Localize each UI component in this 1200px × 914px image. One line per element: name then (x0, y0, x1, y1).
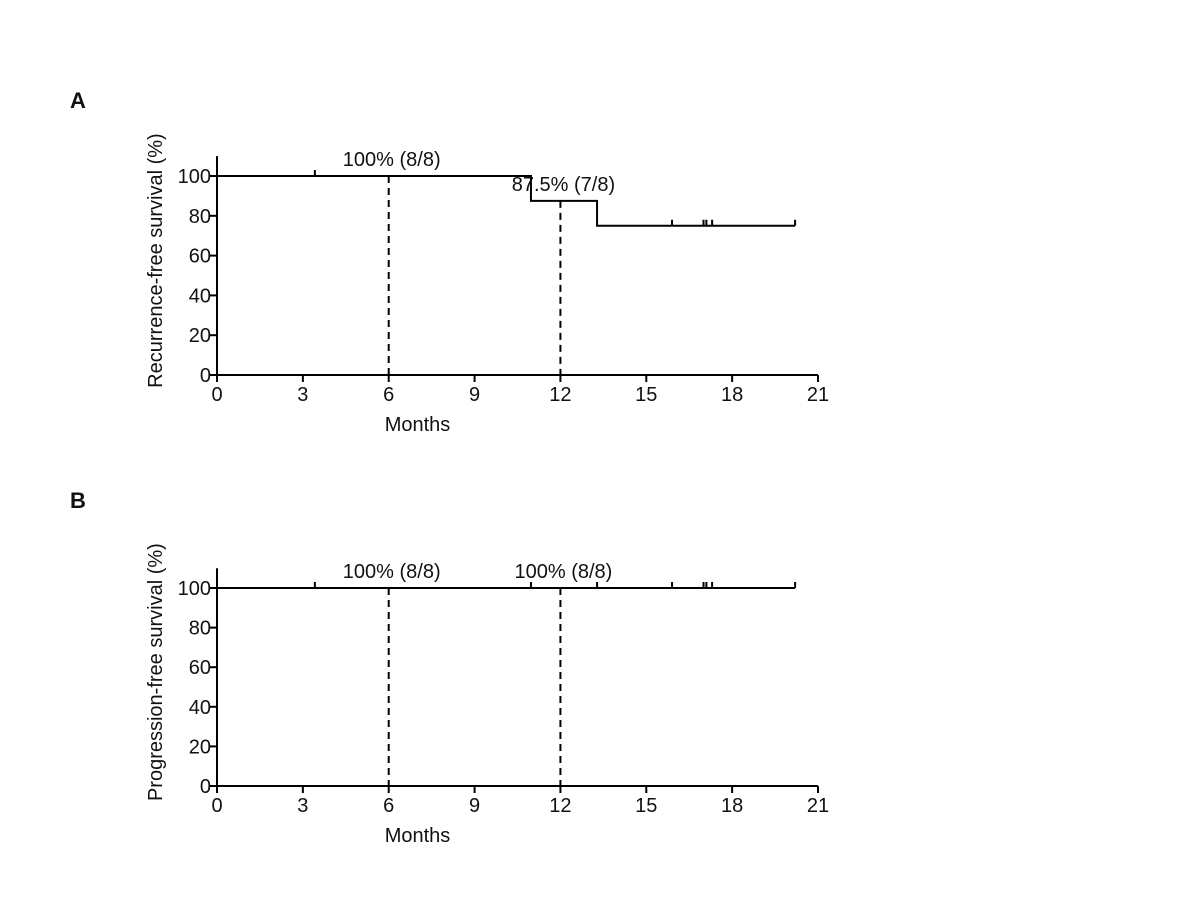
y-tick-label: 60 (189, 657, 211, 679)
x-tick-label: 12 (549, 384, 571, 406)
x-tick-label: 21 (807, 384, 829, 406)
panel-b: B 0 3 6 9 12 15 18 21 0 20 40 60 80 100 Months Progressi… (70, 488, 829, 847)
x-tick-label: 3 (297, 795, 308, 817)
y-axis-title: Progression-free survival (%) (145, 543, 167, 801)
y-tick-label: 80 (189, 206, 211, 228)
x-tick-label: 15 (635, 795, 657, 817)
y-tick-label: 20 (189, 736, 211, 758)
y-tick-label: 60 (189, 246, 211, 268)
x-tick-label: 9 (469, 384, 480, 406)
y-tick-label: 20 (189, 325, 211, 347)
reference-label: 100% (8/8) (343, 561, 441, 583)
x-tick-label: 9 (469, 795, 480, 817)
x-tick-label: 18 (721, 795, 743, 817)
y-axis-title: Recurrence-free survival (%) (145, 133, 167, 388)
y-tick-label: 40 (189, 285, 211, 307)
y-tick-label: 100 (178, 166, 211, 188)
y-tick-label: 0 (200, 776, 211, 798)
x-tick-label: 21 (807, 795, 829, 817)
x-tick-label: 0 (211, 384, 222, 406)
x-tick-label: 12 (549, 795, 571, 817)
reference-label: 100% (8/8) (343, 149, 441, 171)
x-tick-label: 15 (635, 384, 657, 406)
x-axis-title: Months (385, 825, 451, 847)
panel-a: A 0 3 6 9 12 15 18 21 0 20 40 60 80 100 Months Recurrenc… (70, 88, 829, 436)
reference-label: 100% (8/8) (515, 561, 613, 583)
y-tick-label: 80 (189, 618, 211, 640)
x-axis-title: Months (385, 414, 451, 436)
panel-label: A (70, 88, 86, 113)
x-tick-label: 6 (383, 795, 394, 817)
x-tick-label: 18 (721, 384, 743, 406)
x-tick-label: 3 (297, 384, 308, 406)
x-tick-label: 6 (383, 384, 394, 406)
survival-curve (217, 175, 796, 227)
y-tick-label: 0 (200, 365, 211, 387)
y-tick-label: 40 (189, 697, 211, 719)
reference-label: 87.5% (7/8) (512, 174, 615, 196)
y-tick-label: 100 (178, 578, 211, 600)
x-tick-label: 0 (211, 795, 222, 817)
panel-label: B (70, 488, 86, 513)
